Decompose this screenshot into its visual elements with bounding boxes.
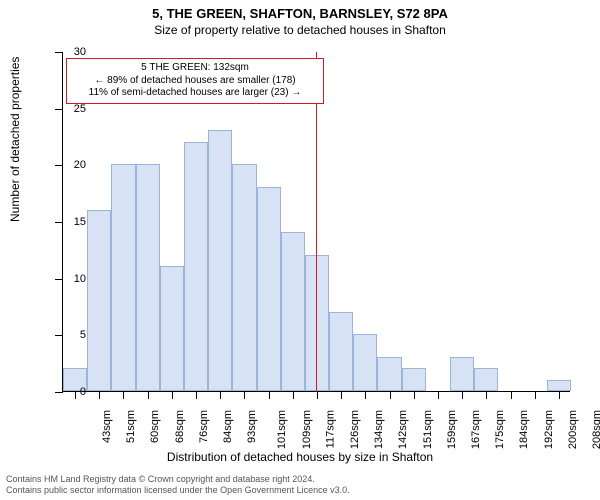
y-axis-label: Number of detached properties — [8, 57, 22, 222]
x-tick-label: 84sqm — [222, 410, 234, 443]
histogram-bar — [208, 130, 232, 391]
histogram-bar — [329, 312, 353, 391]
x-tick-label: 200sqm — [567, 410, 579, 449]
histogram-bar — [160, 266, 184, 391]
x-tick-label: 184sqm — [518, 410, 530, 449]
y-tick-label: 5 — [56, 329, 86, 341]
histogram-bar — [402, 368, 426, 391]
histogram-bar — [377, 357, 401, 391]
x-tick-label: 76sqm — [198, 410, 210, 443]
x-axis-label: Distribution of detached houses by size … — [0, 450, 600, 464]
histogram-bar — [232, 164, 256, 391]
x-tick-label: 134sqm — [373, 410, 385, 449]
footer-attribution: Contains HM Land Registry data © Crown c… — [6, 474, 350, 497]
histogram-bar — [87, 210, 111, 391]
x-tick-label: 51sqm — [125, 410, 137, 443]
y-tick-label: 20 — [56, 159, 86, 171]
x-tick-label: 68sqm — [174, 410, 186, 443]
histogram-bar — [257, 187, 281, 391]
x-tick-label: 117sqm — [324, 410, 336, 448]
x-tick-label: 175sqm — [494, 410, 506, 449]
x-tick-label: 60sqm — [150, 410, 162, 443]
x-tick-label: 93sqm — [246, 410, 258, 443]
y-tick-label: 25 — [56, 103, 86, 115]
annotation-box: 5 THE GREEN: 132sqm ← 89% of detached ho… — [66, 58, 324, 104]
x-tick-label: 167sqm — [470, 410, 482, 449]
histogram-bar — [450, 357, 474, 391]
x-tick-label: 159sqm — [446, 410, 458, 449]
chart-subtitle: Size of property relative to detached ho… — [0, 21, 600, 37]
x-tick-label: 101sqm — [277, 410, 289, 449]
chart-plot-area: 5 THE GREEN: 132sqm ← 89% of detached ho… — [62, 52, 570, 392]
histogram-bar — [136, 164, 160, 391]
footer-line1: Contains HM Land Registry data © Crown c… — [6, 474, 350, 485]
histogram-bar — [474, 368, 498, 391]
x-tick-label: 192sqm — [543, 410, 555, 449]
y-tick-label: 15 — [56, 216, 86, 228]
x-tick-label: 142sqm — [398, 410, 410, 449]
annotation-line3: 11% of semi-detached houses are larger (… — [73, 87, 317, 100]
annotation-line2: ← 89% of detached houses are smaller (17… — [73, 75, 317, 88]
y-tick-label: 30 — [56, 46, 86, 58]
annotation-line1: 5 THE GREEN: 132sqm — [73, 62, 317, 75]
y-tick-label: 0 — [56, 386, 86, 398]
histogram-bar — [281, 232, 305, 391]
footer-line2: Contains public sector information licen… — [6, 485, 350, 496]
chart-address-title: 5, THE GREEN, SHAFTON, BARNSLEY, S72 8PA — [0, 0, 600, 21]
histogram-bar — [184, 142, 208, 391]
x-tick-label: 126sqm — [349, 410, 361, 449]
x-tick-label: 208sqm — [591, 410, 600, 449]
histogram-bar — [547, 380, 571, 391]
x-tick-label: 43sqm — [101, 410, 113, 443]
y-tick-label: 10 — [56, 273, 86, 285]
histogram-bar — [111, 164, 135, 391]
histogram-bar — [353, 334, 377, 391]
x-tick-label: 151sqm — [422, 410, 434, 449]
x-tick-label: 109sqm — [301, 410, 313, 449]
